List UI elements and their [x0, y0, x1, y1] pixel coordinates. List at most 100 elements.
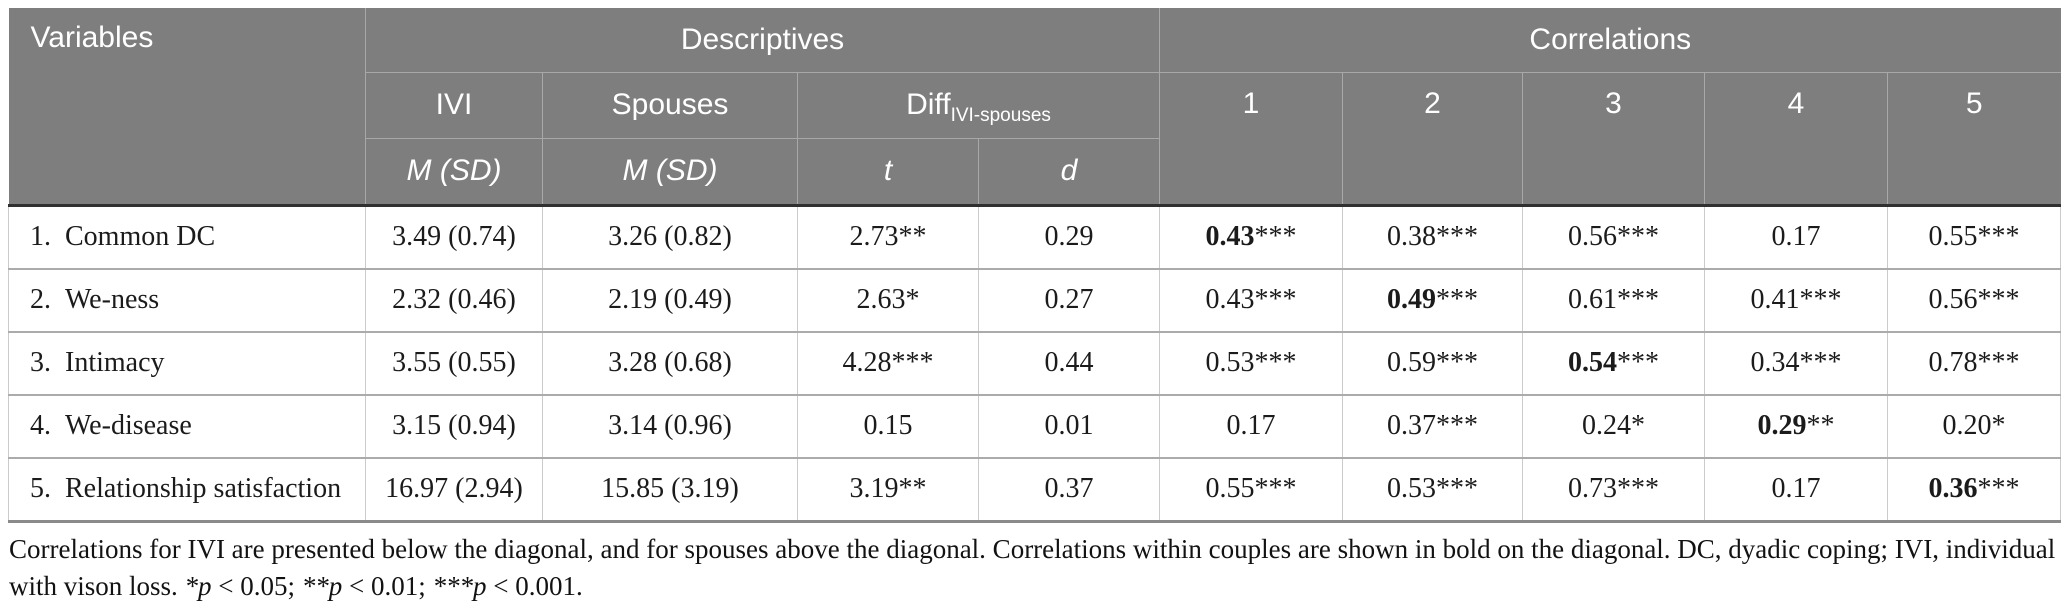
table-row: 5. Relationship satisfaction 16.97 (2.94)…	[8, 457, 2062, 523]
row-label: 2. We-ness	[8, 268, 366, 333]
t-cell: 2.73**	[797, 203, 979, 270]
spouses-msd-cell: 3.28 (0.68)	[542, 331, 798, 396]
ivi-msd-cell: 2.32 (0.46)	[365, 268, 543, 333]
corr-value: 0.53	[1205, 347, 1255, 378]
corr-value: 0.56	[1568, 221, 1617, 252]
significance-stars: ***	[1254, 347, 1297, 378]
significance-stars: ***	[1436, 410, 1478, 441]
spouses-msd-cell: 3.14 (0.96)	[542, 394, 798, 459]
significance-stars: ***	[1977, 221, 2020, 252]
corr-value: 0.17	[1226, 410, 1276, 441]
significance-stars: ***	[1617, 221, 1659, 252]
corr-cell-1: 0.43***	[1159, 203, 1343, 270]
corr-value: 0.61	[1568, 284, 1617, 315]
footnote-segment: < 0.01;	[342, 570, 433, 601]
corr-cell-3: 0.54***	[1522, 331, 1705, 396]
corr-cell-1: 0.53***	[1159, 331, 1343, 396]
corr-value: 0.56	[1928, 284, 1978, 315]
significance-stars: **	[1806, 410, 1835, 441]
column-header-d: d	[978, 138, 1160, 206]
corr-value: 0.37	[1387, 410, 1436, 441]
footnote-segment: < 0.05;	[211, 570, 302, 601]
column-header-diff-ivi-spouses: DiffIVI-spouses	[797, 72, 1160, 139]
spouses-msd-cell: 3.26 (0.82)	[542, 203, 798, 270]
corr-cell-1: 0.17	[1159, 394, 1343, 459]
corr-value: 0.43	[1205, 284, 1255, 315]
d-cell: 0.44	[978, 331, 1160, 396]
corr-value: 0.55	[1928, 221, 1978, 252]
corr-cell-2: 0.37***	[1342, 394, 1523, 459]
significance-stars: *	[1991, 410, 2006, 441]
significance-stars: ***	[1617, 284, 1659, 315]
column-header-ivi: IVI	[365, 72, 543, 139]
t-cell: 0.15	[797, 394, 979, 459]
spouses-msd-cell: 2.19 (0.49)	[542, 268, 798, 333]
corr-value: 0.17	[1771, 473, 1821, 504]
corr-value: 0.34	[1750, 347, 1800, 378]
corr-cell-4: 0.41***	[1704, 268, 1888, 333]
table-row: 4. We-disease 3.15 (0.94) 3.14 (0.96) 0.15 0…	[8, 394, 2062, 459]
table-row: 1. Common DC 3.49 (0.74) 3.26 (0.82) 2.73**…	[8, 203, 2062, 270]
corr-value: 0.73	[1568, 473, 1617, 504]
corr-value: 0.17	[1771, 221, 1821, 252]
d-cell: 0.01	[978, 394, 1160, 459]
corr-value: 0.53	[1387, 473, 1436, 504]
table-row: 3. Intimacy 3.55 (0.55) 3.28 (0.68) 4.28***…	[8, 331, 2062, 396]
row-label: 1. Common DC	[8, 203, 366, 270]
row-label: 5. Relationship satisfaction	[8, 457, 366, 523]
significance-stars: ***	[1799, 347, 1842, 378]
corr-cell-3: 0.56***	[1522, 203, 1705, 270]
corr-cell-1: 0.43***	[1159, 268, 1343, 333]
column-header-corr-2: 2	[1342, 72, 1523, 206]
ivi-msd-cell: 16.97 (2.94)	[365, 457, 543, 523]
corr-value: 0.24	[1582, 410, 1631, 441]
corr-cell-4: 0.29**	[1704, 394, 1888, 459]
column-header-corr-1: 1	[1159, 72, 1343, 206]
significance-stars: ***	[1977, 284, 2020, 315]
corr-cell-5: 0.78***	[1886, 331, 2062, 396]
corr-cell-1: 0.55***	[1159, 457, 1343, 523]
table-header: Variables Descriptives Correlations IVI …	[8, 8, 2061, 206]
table-body: 1. Common DC 3.49 (0.74) 3.26 (0.82) 2.73**…	[8, 203, 2062, 523]
corr-cell-5: 0.55***	[1886, 203, 2062, 270]
corr-value: 0.20	[1942, 410, 1992, 441]
footnote-segment: < 0.001.	[486, 570, 583, 601]
significance-stars: ***	[1436, 221, 1478, 252]
significance-stars: ***	[1254, 284, 1297, 315]
corr-cell-3: 0.61***	[1522, 268, 1705, 333]
corr-value: 0.38	[1387, 221, 1436, 252]
corr-cell-5: 0.20*	[1886, 394, 2062, 459]
footnote-italic-segment: **p	[301, 570, 343, 601]
t-cell: 3.19**	[797, 457, 979, 523]
corr-value: 0.41	[1750, 284, 1800, 315]
significance-stars: ***	[1436, 284, 1478, 315]
significance-stars: ***	[1254, 473, 1297, 504]
corr-value: 0.55	[1205, 473, 1255, 504]
significance-stars: ***	[1436, 347, 1478, 378]
header-row-measures: M (SD) M (SD) t d	[9, 138, 2061, 206]
ivi-msd-cell: 3.15 (0.94)	[365, 394, 543, 459]
corr-cell-2: 0.59***	[1342, 331, 1523, 396]
column-header-corr-5: 5	[1886, 72, 2061, 206]
column-group-descriptives: Descriptives	[365, 8, 1160, 73]
column-header-msd-ivi: M (SD)	[365, 138, 543, 206]
row-label: 4. We-disease	[8, 394, 366, 459]
ivi-msd-cell: 3.55 (0.55)	[365, 331, 543, 396]
corr-cell-2: 0.38***	[1342, 203, 1523, 270]
corr-value: 0.78	[1928, 347, 1978, 378]
corr-value: 0.29	[1757, 410, 1807, 441]
t-cell: 2.63*	[797, 268, 979, 333]
column-header-t: t	[797, 138, 979, 206]
row-label: 3. Intimacy	[8, 331, 366, 396]
column-header-spouses: Spouses	[542, 72, 798, 139]
significance-stars: ***	[1617, 473, 1659, 504]
diff-subscript-label: IVI-spouses	[950, 105, 1051, 126]
corr-cell-4: 0.17	[1704, 203, 1888, 270]
column-group-correlations: Correlations	[1158, 8, 2061, 73]
significance-stars: *	[1631, 410, 1645, 441]
corr-cell-5: 0.56***	[1886, 268, 2062, 333]
corr-cell-4: 0.17	[1704, 457, 1888, 523]
table-row: 2. We-ness 2.32 (0.46) 2.19 (0.49) 2.63* 0.2…	[8, 268, 2062, 333]
corr-cell-5: 0.36***	[1886, 457, 2062, 523]
